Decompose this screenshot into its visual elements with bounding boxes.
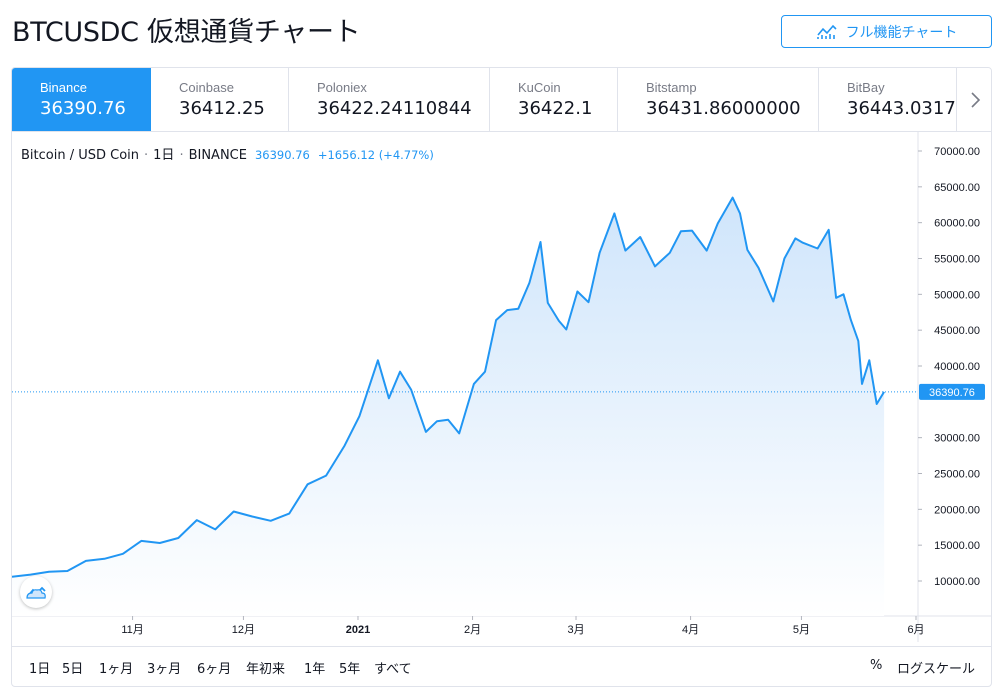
- exchange-tab-kucoin[interactable]: KuCoin 36422.1: [490, 68, 618, 131]
- x-tick-label: 2021: [346, 624, 370, 636]
- x-tick-label: 6月: [907, 624, 924, 636]
- chart-canvas: 36390.76 70000.00 65000.00 60000.00 55000.0…: [12, 132, 991, 642]
- range-button-1d[interactable]: 1日: [29, 662, 51, 677]
- full-chart-button[interactable]: フル機能チャート: [781, 15, 992, 48]
- exchange-tab-poloniex[interactable]: Poloniex 36422.24110844: [289, 68, 490, 131]
- exchange-price: 36422.24110844: [317, 98, 472, 119]
- range-button-5d[interactable]: 5日: [62, 662, 84, 677]
- x-tick-label: 2月: [464, 624, 481, 636]
- tabs-next-button[interactable]: [956, 68, 991, 131]
- exchange-tab-coinbase[interactable]: Coinbase 36412.25: [151, 68, 289, 131]
- exchange-tabs: Binance 36390.76 Coinbase 36412.25 Polon…: [12, 68, 991, 132]
- price-area-fill: [12, 197, 885, 616]
- full-chart-label: フル機能チャート: [845, 24, 958, 41]
- chart-line-icon: [816, 24, 837, 39]
- exchange-tab-bitbay[interactable]: BitBay 36443.03178: [819, 68, 956, 131]
- exchange-name: Coinbase: [179, 80, 234, 95]
- legend-change: +1656.12 (+4.77%): [317, 148, 434, 162]
- y-tick-label: 65000.00: [934, 182, 980, 194]
- exchange-name: BitBay: [847, 80, 885, 95]
- legend-symbol: Bitcoin / USD Coin: [21, 148, 140, 163]
- y-tick-label: 60000.00: [934, 218, 980, 230]
- range-button-1y[interactable]: 1年: [304, 662, 326, 677]
- y-tick-label: 55000.00: [934, 254, 980, 266]
- cloud-logo-icon: [26, 586, 46, 599]
- bottom-toolbar: 1日 5日 1ヶ月 3ヶ月 6ヶ月 年初来 1年 5年 すべて % ログスケール: [12, 646, 991, 686]
- legend-interval: 1日: [153, 148, 175, 163]
- exchange-name: KuCoin: [518, 80, 561, 95]
- chevron-right-icon: [971, 91, 981, 108]
- y-tick-label: 70000.00: [934, 146, 980, 158]
- range-button-all[interactable]: すべて: [374, 662, 412, 677]
- range-button-1m[interactable]: 1ヶ月: [99, 662, 134, 677]
- last-price-tag: [919, 383, 985, 400]
- x-tick-label: 5月: [793, 624, 810, 636]
- legend-price: 36390.76: [254, 148, 310, 162]
- exchange-price: 36412.25: [179, 98, 265, 119]
- range-button-ytd[interactable]: 年初来: [246, 662, 286, 677]
- y-tick-label: 45000.00: [934, 325, 980, 337]
- exchange-name: Poloniex: [317, 80, 367, 95]
- log-scale-toggle[interactable]: ログスケール: [897, 662, 976, 677]
- exchange-name: Binance: [40, 80, 87, 95]
- y-tick-label: 25000.00: [934, 469, 980, 481]
- exchange-price: 36390.76: [40, 98, 126, 119]
- x-tick-label: 11月: [121, 624, 143, 636]
- x-tick-label: 4月: [682, 624, 699, 636]
- chart-widget: Binance 36390.76 Coinbase 36412.25 Polon…: [11, 67, 992, 687]
- y-tick-label: 50000.00: [934, 289, 980, 301]
- y-tick-label: 20000.00: [934, 504, 980, 516]
- price-line: [12, 196, 885, 578]
- range-button-3m[interactable]: 3ヶ月: [147, 662, 182, 677]
- x-tick-label: 3月: [567, 624, 584, 636]
- exchange-price: 36422.1: [518, 98, 593, 119]
- y-tick-label: 30000.00: [934, 433, 980, 445]
- last-price-label: 36390.76: [929, 387, 975, 399]
- legend-separator: ·: [144, 148, 149, 163]
- exchange-tab-bitstamp[interactable]: Bitstamp 36431.86000000: [618, 68, 819, 131]
- percent-toggle[interactable]: %: [870, 658, 883, 673]
- tradingview-logo-button[interactable]: [20, 576, 52, 608]
- range-button-5y[interactable]: 5年: [339, 662, 361, 677]
- exchange-name: Bitstamp: [646, 80, 697, 95]
- range-button-6m[interactable]: 6ヶ月: [197, 662, 232, 677]
- page-title: BTCUSDC 仮想通貨チャート: [12, 17, 361, 48]
- y-tick-label: 10000.00: [934, 576, 980, 588]
- y-tick-label: 15000.00: [934, 540, 980, 552]
- exchange-tab-binance[interactable]: Binance 36390.76: [12, 68, 151, 131]
- exchange-price: 36431.86000000: [646, 98, 801, 119]
- y-tick-label: 40000.00: [934, 361, 980, 373]
- legend-separator: ·: [179, 148, 184, 163]
- exchange-price: 36443.03178: [847, 98, 956, 119]
- price-chart[interactable]: 36390.76 70000.00 65000.00 60000.00 55000.0…: [12, 132, 991, 642]
- chart-legend: Bitcoin / USD Coin · 1日 · BINANCE 36390.…: [21, 144, 434, 163]
- x-tick-label: 12月: [232, 624, 255, 636]
- legend-exchange: BINANCE: [188, 148, 247, 163]
